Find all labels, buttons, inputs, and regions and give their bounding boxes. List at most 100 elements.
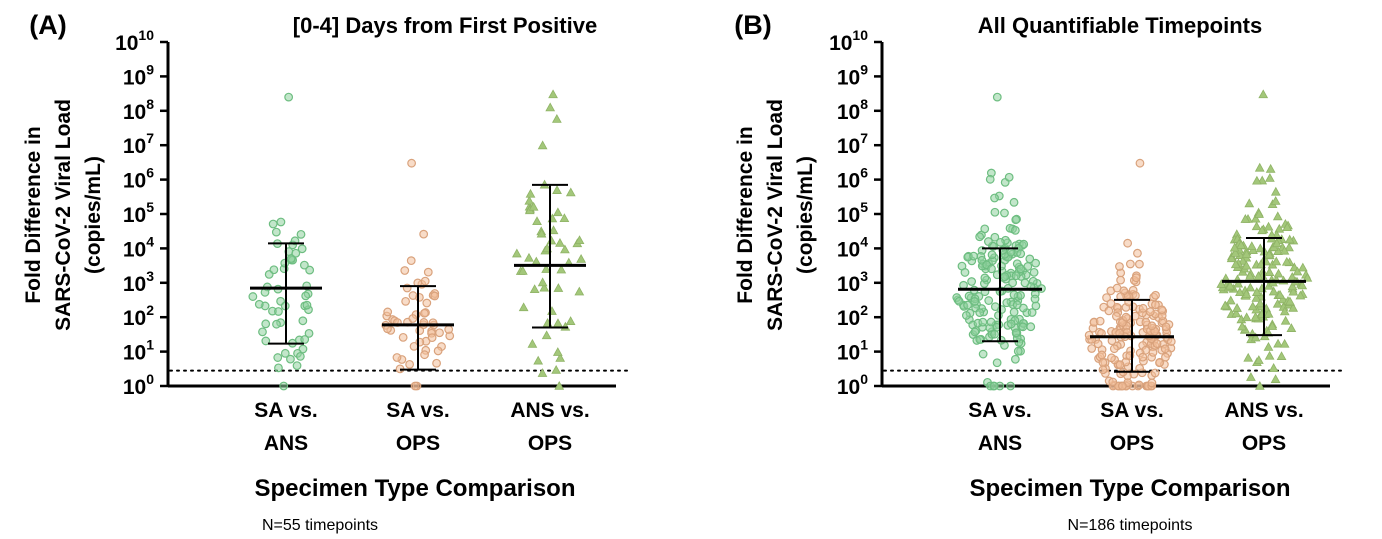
data-point [261,336,271,346]
data-point [1288,286,1299,296]
data-point [1226,253,1237,263]
data-point [1106,299,1116,308]
data-point [1251,221,1262,231]
y-tick-label: 100 [837,371,868,399]
data-point [1155,358,1164,368]
y-tick-label: 100 [123,371,154,399]
data-point [576,253,586,263]
y-tick-exponent: 9 [146,61,154,77]
data-point [986,317,996,327]
y-tick-label: 1010 [829,27,868,55]
y-tick-base: 10 [123,204,146,227]
y-tick-label: 105 [123,199,154,227]
chart-title: [0-4] Days from First Positive [293,13,597,38]
data-point [548,89,558,99]
data-point [548,225,559,235]
data-point [1121,312,1131,322]
category-label: OPS [528,432,572,455]
data-point [1263,221,1274,231]
data-point [291,248,301,258]
y-tick-base: 10 [837,273,860,296]
data-point [1243,352,1254,362]
data-point [1027,308,1037,317]
data-point [960,268,970,277]
data-point [1010,225,1020,235]
data-point [1284,234,1295,244]
data-point [987,250,997,260]
data-point [985,174,995,184]
category-label: OPS [1242,432,1286,455]
data-point [254,299,264,309]
data-point [541,330,552,340]
data-point [1026,322,1036,332]
data-point [407,158,416,168]
data-point [1118,381,1127,391]
data-point [1265,172,1275,182]
data-point [1265,163,1276,173]
y-tick-base: 10 [123,135,146,158]
data-point [1109,344,1119,354]
data-point [1230,248,1241,257]
y-tick-exponent: 7 [860,130,868,146]
data-point [1006,247,1016,257]
data-point [961,311,971,320]
data-point [524,252,534,262]
data-point [1281,256,1292,266]
data-point [532,216,542,226]
data-point [556,264,567,274]
data-point [1225,280,1235,290]
data-point [297,244,307,254]
data-point [1245,270,1255,280]
data-point [301,291,311,301]
data-point [1116,275,1125,285]
data-point [1138,303,1148,313]
data-point [1016,264,1026,274]
y-tick-base: 10 [123,101,146,124]
data-point [1241,312,1252,322]
data-point [1004,172,1014,182]
y-tick-exponent: 10 [852,27,868,43]
data-point [1010,354,1020,364]
y-tick-label: 107 [837,130,868,158]
y-tick-label: 107 [123,130,154,158]
data-point [1093,339,1103,349]
data-point [1272,238,1282,248]
data-point [553,318,563,328]
y-tick-base: 10 [123,376,146,399]
data-point [978,349,988,359]
data-point [260,287,270,297]
data-point [1229,242,1240,252]
y-tick-label: 104 [123,233,154,261]
y-tick-base: 10 [837,238,860,261]
y-tick-label: 102 [837,302,868,330]
data-point [423,267,433,277]
y-tick-base: 10 [829,32,852,55]
data-point [989,381,999,391]
data-point [279,381,289,391]
data-point [1115,262,1124,271]
data-point [970,297,980,306]
y-axis-label: Fold Difference in [22,126,45,303]
data-point [408,314,418,323]
y-axis-label: (copies/mL) [82,156,105,274]
data-point [511,248,522,258]
series-points [511,89,586,390]
y-tick-exponent: 9 [860,61,868,77]
y-tick-label: 105 [837,199,868,227]
data-point [1254,162,1265,172]
data-point [565,187,576,197]
data-point [1280,315,1291,325]
data-point [1251,292,1262,302]
data-point [1134,380,1144,390]
data-point [1246,372,1256,381]
data-point [551,113,562,123]
y-axis-label: SARS-CoV-2 Viral Load [764,99,787,331]
data-point [555,353,566,362]
data-point [1023,262,1033,271]
data-point [410,381,420,391]
data-point [1253,271,1264,280]
data-point [420,308,429,318]
data-point [1150,368,1160,378]
data-point [1267,321,1278,330]
